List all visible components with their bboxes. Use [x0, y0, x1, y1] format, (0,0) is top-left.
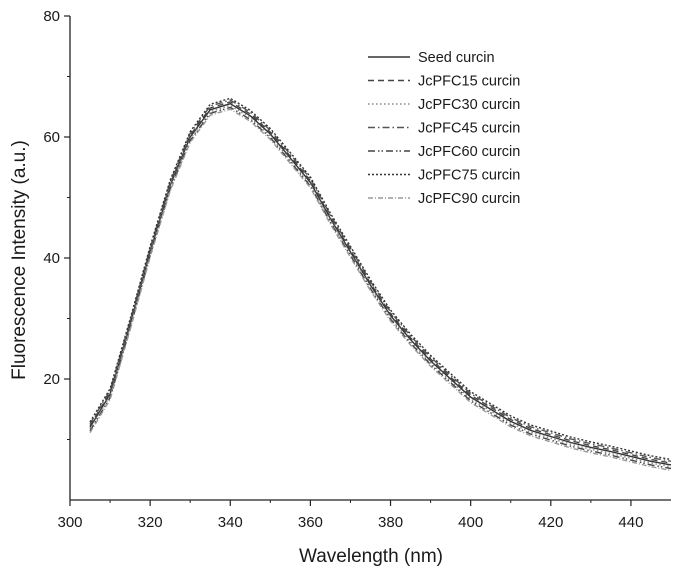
x-tick-label: 400	[458, 514, 483, 531]
y-tick-label: 80	[43, 8, 60, 25]
x-tick-label: 360	[298, 514, 323, 531]
legend-label-3: JcPFC30 curcin	[418, 97, 520, 113]
series-line-7	[89, 108, 672, 472]
x-tick-label: 340	[218, 514, 243, 531]
legend-label-1: Seed curcin	[418, 50, 495, 66]
legend-label-6: JcPFC75 curcin	[418, 168, 520, 184]
series-line-2	[89, 101, 672, 464]
x-tick-label: 420	[538, 514, 563, 531]
series-line-3	[89, 104, 672, 468]
y-tick-label: 40	[43, 250, 60, 267]
legend-label-2: JcPFC15 curcin	[418, 74, 520, 90]
x-tick-label: 440	[618, 514, 643, 531]
series-line-1	[89, 102, 672, 466]
x-tick-label: 320	[138, 514, 163, 531]
y-axis-label: Fluorescence Intensity (a.u.)	[9, 140, 30, 380]
ticks: 300 320 340 360 380 400 420 440 20 40 60 80	[43, 8, 643, 531]
x-tick-label: 380	[378, 514, 403, 531]
x-axis-label: Wavelength (nm)	[299, 546, 443, 567]
y-tick-label: 60	[43, 129, 60, 146]
series-line-4	[89, 99, 672, 462]
legend: Seed curcin JcPFC15 curcin JcPFC30 curcin J…	[368, 50, 520, 207]
axes	[69, 16, 671, 501]
x-tick-label: 300	[57, 514, 82, 531]
legend-label-5: JcPFC60 curcin	[418, 144, 520, 160]
legend-label-7: JcPFC90 curcin	[418, 191, 520, 207]
series-line-6	[89, 97, 672, 461]
legend-label-4: JcPFC45 curcin	[418, 121, 520, 137]
y-tick-label: 20	[43, 371, 60, 388]
series-line-5	[89, 106, 672, 470]
plot-lines	[89, 97, 672, 472]
